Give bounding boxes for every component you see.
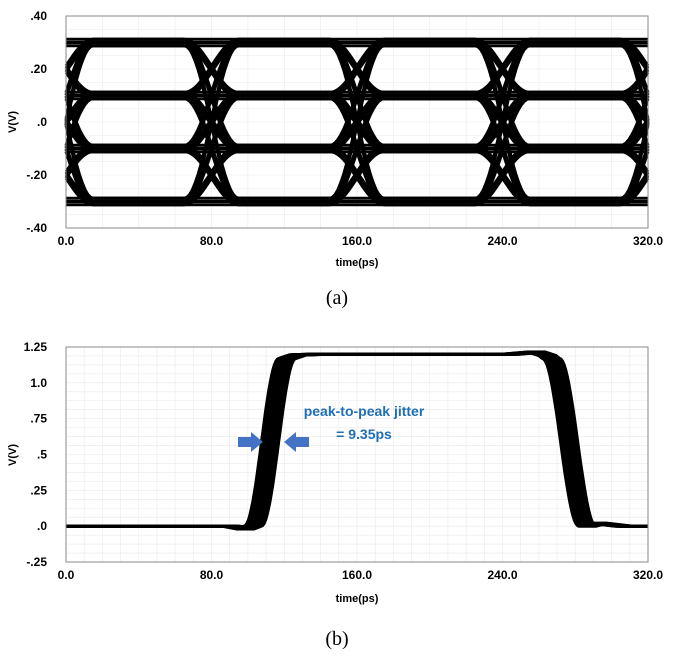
plot-frame (65, 15, 649, 229)
eye-trace (329, 44, 476, 101)
caption-a: (a) (326, 287, 348, 309)
jitter-annotation-line1: peak-to-peak jitter (304, 403, 425, 419)
caption-b: (b) (325, 628, 348, 650)
y-tick-label: 1.25 (24, 340, 48, 354)
eye-trace (184, 44, 330, 101)
y-tick-label: .75 (30, 412, 47, 426)
x-tick-label: 0.0 (58, 568, 75, 582)
y-axis-label: V(V) (7, 444, 19, 466)
x-tick-label: 240.0 (487, 568, 517, 582)
eye-trace (64, 64, 185, 94)
x-tick-label: 80.0 (200, 568, 224, 582)
y-axis-label: V(V) (7, 111, 19, 133)
y-tick-labels: .40 .20 .0 -.20 -.40 (26, 9, 47, 235)
grid (66, 347, 648, 562)
eye-trace (64, 91, 185, 147)
y-tick-label: .25 (30, 483, 47, 497)
eye-trace (64, 97, 185, 127)
eye-trace (64, 68, 185, 97)
x-tick-label: 240.0 (487, 234, 517, 248)
eye-trace (64, 151, 185, 207)
y-tick-label: .0 (37, 519, 47, 533)
y-tick-label: .5 (37, 448, 47, 462)
pulse-traces (66, 350, 648, 531)
y-tick-label: .20 (30, 62, 47, 76)
x-tick-label: 0.0 (58, 234, 75, 248)
pulse-jitter-panel: 1.25 1.0 .75 .5 .25 .0 -.25 0.0 80.0 160.0 240.0 3… (7, 340, 663, 650)
eye-trace (475, 44, 621, 101)
y-tick-label: -.40 (26, 221, 47, 235)
x-tick-label: 160.0 (342, 234, 372, 248)
x-tick-label: 320.0 (633, 568, 663, 582)
eye-trace (64, 118, 185, 200)
pulse-trace (66, 350, 648, 531)
eye-trace (64, 71, 185, 101)
eye-traces (64, 37, 650, 207)
y-tick-labels: 1.25 1.0 .75 .5 .25 .0 -.25 (24, 340, 48, 569)
y-tick-label: -.20 (26, 168, 47, 182)
x-tick-labels: 0.0 80.0 160.0 240.0 320.0 (58, 234, 664, 248)
x-tick-label: 80.0 (200, 234, 224, 248)
y-tick-label: .0 (37, 115, 47, 129)
eye-trace (620, 64, 650, 94)
plot-frame (65, 346, 649, 563)
jitter-right-arrow (284, 432, 309, 452)
y-tick-label: .40 (30, 9, 47, 23)
y-tick-label: -.25 (26, 555, 47, 569)
x-tick-label: 320.0 (633, 234, 663, 248)
eye-diagram-panel: .40.20.0-.20-.40 0.0 80.0 160.0 240.0 320.0 … (7, 9, 663, 309)
x-tick-label: 160.0 (342, 568, 372, 582)
x-axis-label: time(ps) (336, 257, 379, 269)
jitter-annotation-line2: = 9.35ps (336, 426, 392, 442)
x-tick-labels: 0.0 80.0 160.0 240.0 320.0 (58, 568, 664, 582)
x-axis-label: time(ps) (336, 593, 379, 605)
y-tick-label: 1.0 (30, 376, 47, 390)
eye-trace (64, 150, 185, 180)
jitter-left-arrow (238, 432, 263, 452)
